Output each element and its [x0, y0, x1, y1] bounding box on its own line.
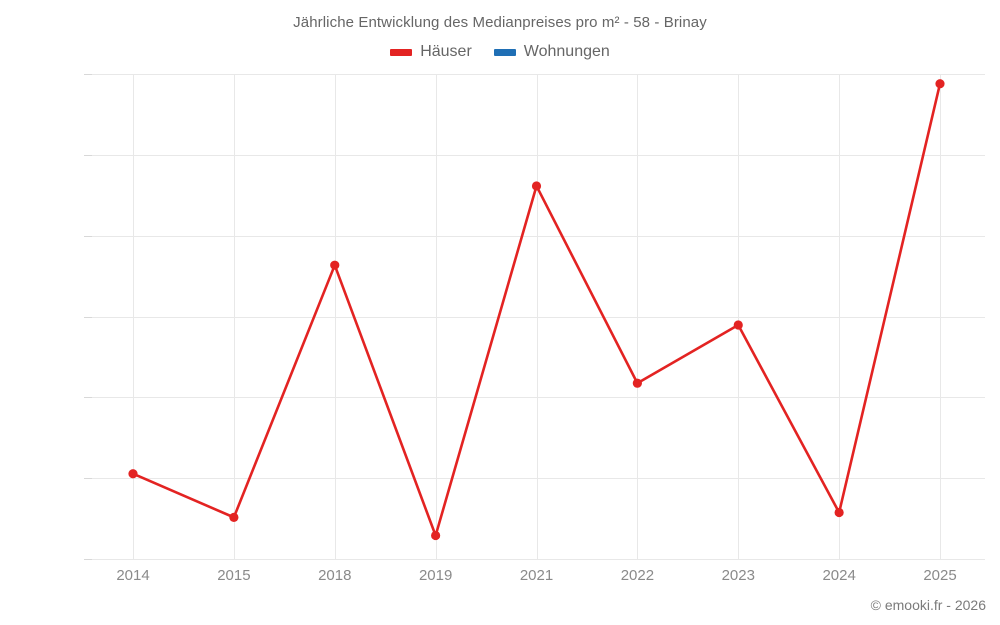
gridline-y-1000: [92, 316, 985, 318]
data-point-2022[interactable]: 2022: 835: [632, 378, 642, 388]
series-häuser: 2014: 611 2015: 503 2018: 1127 2019: 458 202…: [128, 79, 945, 541]
gridline-x-2018: [334, 74, 336, 559]
gridline-x-2014: [133, 74, 134, 559]
legend-swatch-hauser: [390, 48, 413, 56]
y-tick-mark: [84, 397, 92, 399]
y-tick-mark: [84, 154, 92, 156]
gridline-x-2019: [435, 74, 437, 559]
y-tick-mark: [84, 478, 92, 480]
y-tick-mark: [84, 316, 92, 318]
y-tick-1200: 1 200 €: [84, 235, 93, 237]
plot-area: 400 € 600 € 800 € 1 000 € 1 200 € 1 400 € 1 60…: [84, 74, 985, 584]
legend-item-hauser[interactable]: Häuser: [390, 44, 472, 60]
chart-legend: Häuser Wohnungen: [0, 44, 1000, 60]
x-tick-label-2025: 2025: [923, 567, 957, 584]
gridline-x-2024: [839, 74, 841, 559]
gridline-y-1200: [92, 235, 985, 237]
x-tick-label-2019: 2019: [418, 567, 453, 584]
y-tick-800: 800 €: [84, 397, 93, 399]
x-tick-label-2022: 2022: [620, 567, 655, 584]
gridline-y-1600: [92, 74, 985, 75]
data-point-2021[interactable]: 2021: 1323: [531, 181, 542, 191]
legend-item-wohnungen[interactable]: Wohnungen: [493, 43, 610, 60]
data-point-2024[interactable]: 2024: 515: [834, 507, 844, 518]
legend-label-wohnungen: Wohnungen: [523, 43, 610, 60]
gridline-y-800: [92, 397, 985, 399]
y-tick-1600: 1 600 €: [84, 74, 93, 75]
series-layer: 2014: 611 2015: 503 2018: 1127 2019: 458 202…: [128, 79, 945, 541]
x-tick-label-2014: 2014: [116, 567, 150, 584]
x-tick-label-2015: 2015: [217, 567, 251, 584]
y-tick-1400: 1 400 €: [84, 154, 93, 156]
series-line: [131, 82, 942, 537]
data-point-2014[interactable]: 2014: 611: [128, 469, 138, 479]
y-tick-mark: [84, 559, 92, 560]
gridline-y-1400: [92, 154, 985, 156]
y-tick-1000: 1 000 €: [84, 316, 93, 318]
legend-swatch-wohnungen: [493, 48, 516, 56]
data-point-2018[interactable]: 2018: 1127: [330, 260, 340, 270]
y-tick-400: 400 €: [84, 559, 93, 560]
gridline-x-2023: [738, 74, 740, 559]
y-tick-mark: [84, 235, 92, 237]
gridline-x-2015: [233, 74, 235, 559]
x-tick-label-2021: 2021: [519, 567, 554, 584]
data-point-2025[interactable]: 2025: 1576: [935, 79, 945, 89]
data-point-2015[interactable]: 2015: 503: [229, 512, 239, 522]
gridline-y-400: [92, 559, 985, 560]
y-tick-600: 600 €: [84, 478, 93, 480]
gridline-x-2025: [940, 74, 941, 559]
y-tick-mark: [84, 74, 92, 75]
gridline-x-2021: [536, 74, 538, 559]
x-tick-label-2023: 2023: [721, 567, 755, 584]
data-point-2019[interactable]: 2019: 458: [431, 530, 441, 541]
gridline-y-600: [92, 478, 985, 480]
data-point-2023[interactable]: 2023: 979: [733, 320, 743, 330]
chart-title: Jährliche Entwicklung des Medianpreises …: [293, 14, 707, 31]
chart-credit: © emooki.fr - 2026: [870, 597, 986, 613]
legend-label-hauser: Häuser: [420, 43, 472, 60]
x-tick-label-2018: 2018: [318, 567, 352, 584]
x-tick-label-2024: 2024: [822, 567, 856, 584]
gridline-x-2022: [637, 74, 639, 559]
